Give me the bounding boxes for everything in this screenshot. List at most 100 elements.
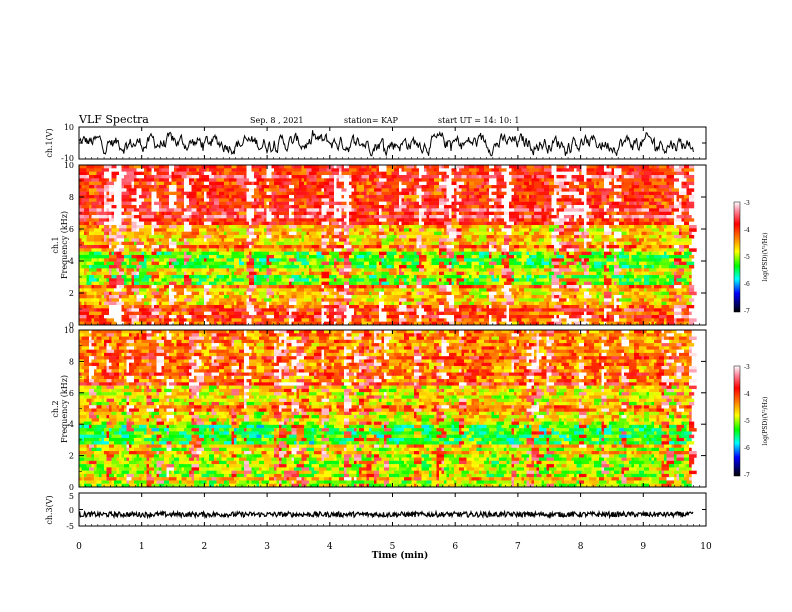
spectrogram-cell — [114, 168, 122, 172]
spectrogram-cell — [291, 275, 300, 279]
spectrogram-cell — [326, 288, 335, 292]
spectrogram-cell — [661, 288, 667, 292]
spectrogram-cell — [136, 221, 145, 226]
spectrogram-cell — [531, 228, 540, 232]
spectrogram-cell — [621, 165, 625, 169]
spectrogram-cell — [526, 258, 532, 262]
spectrogram-cell — [644, 195, 652, 199]
spectrogram-cell — [329, 281, 332, 286]
spectrogram-cell — [291, 295, 297, 299]
spectrogram-cell — [354, 278, 357, 282]
spectrogram-cell — [556, 198, 562, 202]
spectrogram-cell — [381, 281, 390, 286]
spectrogram-cell — [404, 168, 412, 172]
spectrogram-cell — [466, 191, 475, 196]
ch1-waveform-ticks — [79, 126, 706, 160]
spectrogram-cell — [141, 251, 145, 256]
spectrogram-cell — [136, 205, 140, 209]
spectrogram-cell — [476, 255, 480, 259]
spectrogram-cell — [569, 195, 572, 199]
spectrogram-cell — [551, 211, 557, 216]
spectrogram-cell — [586, 261, 595, 266]
spectrogram-cell — [309, 228, 317, 232]
spectrogram-cell — [364, 255, 370, 259]
spectrogram-cell — [689, 198, 695, 202]
spectrogram-cell — [586, 215, 590, 219]
spectrogram-cell — [674, 251, 680, 256]
spectrogram-cell — [686, 201, 695, 206]
spectrogram-cell — [344, 245, 352, 249]
spectrogram-cell — [246, 165, 252, 169]
spectrogram-cell — [556, 238, 562, 242]
spectrogram-cell — [279, 208, 287, 212]
spectrogram-cell — [514, 191, 517, 196]
spectrogram-cell — [404, 291, 407, 296]
spectrogram-cell — [489, 201, 495, 206]
spectrogram-cell — [181, 215, 190, 219]
spectrogram-cell — [256, 198, 260, 202]
spectrogram-cell — [411, 268, 420, 272]
spectrogram-cell — [366, 285, 372, 289]
spectrogram-cell — [529, 195, 532, 199]
spectrogram-cell — [641, 198, 650, 202]
spectrogram-cell — [201, 295, 205, 299]
spectrogram-cell — [436, 218, 445, 222]
spectrogram-cell — [231, 201, 237, 206]
spectrogram-cell — [284, 281, 290, 286]
spectrogram-cell — [356, 235, 365, 239]
spectrogram-cell — [339, 261, 345, 266]
spectrogram-cell — [116, 251, 122, 256]
spectrogram-cell — [459, 295, 465, 299]
spectrogram-cell — [494, 271, 502, 276]
spectrogram-cell — [194, 268, 202, 272]
spectrogram-cell — [434, 168, 437, 172]
spectrogram-cell — [154, 258, 160, 262]
spectrogram-cell — [396, 285, 400, 289]
spectrogram-cell — [626, 271, 632, 276]
spectrogram-cell — [594, 261, 602, 266]
spectrogram-cell — [201, 271, 207, 276]
spectrogram-cell — [101, 248, 107, 252]
spectrogram-cell — [119, 241, 122, 246]
spectrogram-cell — [399, 235, 407, 239]
spectrogram-cell — [496, 178, 505, 182]
spectrogram-cell — [246, 168, 250, 172]
spectrogram-cell — [606, 165, 610, 169]
spectrogram-cell — [686, 171, 690, 176]
spectrogram-cell — [411, 215, 415, 219]
spectrogram-cell — [589, 231, 595, 236]
spectrogram-cell — [109, 258, 117, 262]
spectrogram-cell — [591, 251, 595, 256]
spectrogram-cell — [631, 191, 635, 196]
spectrogram-cell — [631, 231, 640, 236]
spectrogram-cell — [576, 271, 585, 276]
spectrogram-cell — [609, 238, 612, 242]
spectrogram-cell — [181, 205, 185, 209]
spectrogram-cell — [166, 248, 175, 252]
spectrogram-cell — [304, 178, 307, 182]
spectrogram-cell — [279, 288, 282, 292]
spectrogram-cell — [89, 278, 97, 282]
spectrogram-cell — [331, 271, 340, 276]
spectrogram-cell — [84, 185, 90, 189]
spectrogram-cell — [539, 178, 542, 182]
spectrogram-cell — [339, 225, 345, 229]
spectrogram-cell — [514, 208, 522, 212]
spectrogram-cell — [124, 165, 130, 169]
spectrogram-cell — [259, 248, 262, 252]
spectrogram-cell — [289, 231, 297, 236]
spectrogram-cell — [584, 225, 590, 229]
spectrogram-cell — [419, 221, 425, 226]
spectrogram-cell — [689, 285, 695, 289]
spectrogram-cell — [446, 231, 450, 236]
spectrogram-cell — [671, 168, 675, 172]
spectrogram-cell — [421, 201, 430, 206]
spectrogram-cell — [129, 221, 132, 226]
spectrogram-cell — [189, 205, 192, 209]
spectrogram-cell — [226, 218, 235, 222]
spectrogram-cell — [581, 195, 587, 199]
spectrogram-cell — [459, 211, 462, 216]
spectrogram-cell — [681, 208, 685, 212]
spectrogram-cell — [636, 208, 642, 212]
spectrogram-cell — [686, 238, 692, 242]
